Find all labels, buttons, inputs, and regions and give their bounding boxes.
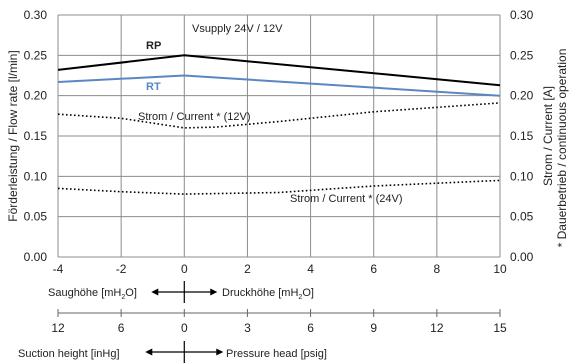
continuous-operation-note: * Dauerbetrieb / continuous operation <box>555 49 569 248</box>
annotation-current-12v: Strom / Current * (12V) <box>138 111 250 123</box>
series-line <box>57 74 501 97</box>
x-tick-label: 0 <box>181 262 188 276</box>
y-right-tick-label: 0.00 <box>510 250 534 264</box>
pressure-head-mh2o-label: Druckhöhe [mH2O] <box>222 287 314 301</box>
x-tick-label: 2 <box>244 262 251 276</box>
secondary-scales: Saughöhe [mH2O] Druckhöhe [mH2O] 12 6 0 3 6 9 12… <box>18 281 507 363</box>
series-label-rp: RP <box>146 40 161 52</box>
secondary-tick-label: 9 <box>370 321 377 335</box>
y-left-tick-label: 0.20 <box>24 89 48 103</box>
suction-height-mh2o-label: Saughöhe [mH2O] <box>48 287 137 301</box>
secondary-tick-label: 6 <box>118 321 125 335</box>
series-layer <box>57 54 501 195</box>
x-tick-label: 8 <box>434 262 441 276</box>
secondary-tick-label: 12 <box>51 321 65 335</box>
y-left-tick-label: 0.05 <box>24 210 48 224</box>
arrow-left-icon <box>151 288 159 296</box>
y-axis-left-label: Förderleistung / Flow rate [l/min] <box>6 50 20 221</box>
arrow-right-icon <box>216 348 224 356</box>
annotation-current-24v: Strom / Current * (24V) <box>290 193 402 205</box>
y-left-tick-label: 0.00 <box>24 250 48 264</box>
y-left-tick-label: 0.25 <box>24 48 48 62</box>
x-tick-label: 4 <box>307 262 314 276</box>
arrow-left-icon <box>145 348 153 356</box>
grid <box>57 14 501 258</box>
secondary-tick-label: 6 <box>307 321 314 335</box>
labels: RP RT Vsupply 24V / 12V Strom / Current * (… <box>6 23 569 247</box>
arrow-right-icon <box>210 288 218 296</box>
y-left-tick-label: 0.15 <box>24 129 48 143</box>
suction-height-inhg-label: Suction height [inHg] <box>18 348 120 360</box>
series-label-rt: RT <box>146 81 161 93</box>
y-right-tick-label: 0.30 <box>510 8 534 22</box>
pressure-head-psig-label: Pressure head [psig] <box>226 348 327 360</box>
y-left-tick-label: 0.30 <box>24 8 48 22</box>
series-line <box>57 54 501 87</box>
y-left-tick-label: 0.10 <box>24 169 48 183</box>
series-line <box>57 102 501 129</box>
x-tick-label: -2 <box>116 262 127 276</box>
y-right-tick-label: 0.20 <box>510 89 534 103</box>
x-tick-label: -4 <box>53 262 64 276</box>
y-right-tick-label: 0.25 <box>510 48 534 62</box>
annotation-vsupply: Vsupply 24V / 12V <box>192 23 283 35</box>
secondary-tick-label: 12 <box>430 321 444 335</box>
secondary-tick-label: 3 <box>244 321 251 335</box>
secondary-tick-label: 0 <box>181 321 188 335</box>
y-right-tick-label: 0.10 <box>510 169 534 183</box>
y-right-tick-label: 0.15 <box>510 129 534 143</box>
secondary-tick-label: 15 <box>493 321 507 335</box>
series-line <box>57 179 501 195</box>
x-tick-label: 6 <box>370 262 377 276</box>
x-tick-label: 10 <box>493 262 507 276</box>
axes: -4 -2 0 2 4 6 8 100.00 0.000.05 0.050.10 0.100.15 0… <box>24 8 534 276</box>
y-axis-right-label: Strom / Current [A] <box>541 86 555 186</box>
y-right-tick-label: 0.05 <box>510 210 534 224</box>
